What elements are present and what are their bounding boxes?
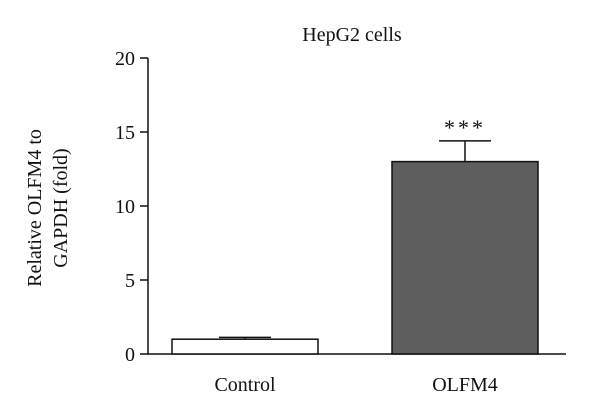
- y-tick-label: 20: [115, 48, 135, 70]
- bars: ***: [171, 115, 539, 355]
- x-tick-label-control: Control: [214, 374, 276, 396]
- bar-control: [171, 338, 319, 355]
- y-ticks: 0 5 10 15 20: [115, 48, 148, 366]
- bar-olfm4: [391, 160, 539, 355]
- x-tick-labels: Control OLFM4: [214, 374, 497, 396]
- y-axis-label-line-1: Relative OLFM4 to: [24, 129, 46, 287]
- significance-marker: ***: [444, 115, 486, 140]
- y-tick-label: 15: [115, 122, 135, 144]
- chart-title: HepG2 cells: [302, 24, 402, 46]
- y-tick-label: 10: [115, 196, 135, 218]
- y-axis-label-line-2: GAPDH (fold): [50, 148, 72, 267]
- x-tick-label-olfm4: OLFM4: [432, 374, 498, 396]
- y-axis-label: Relative OLFM4 to GAPDH (fold): [24, 129, 72, 287]
- y-tick-label: 5: [125, 270, 135, 292]
- y-tick-label: 0: [125, 344, 135, 366]
